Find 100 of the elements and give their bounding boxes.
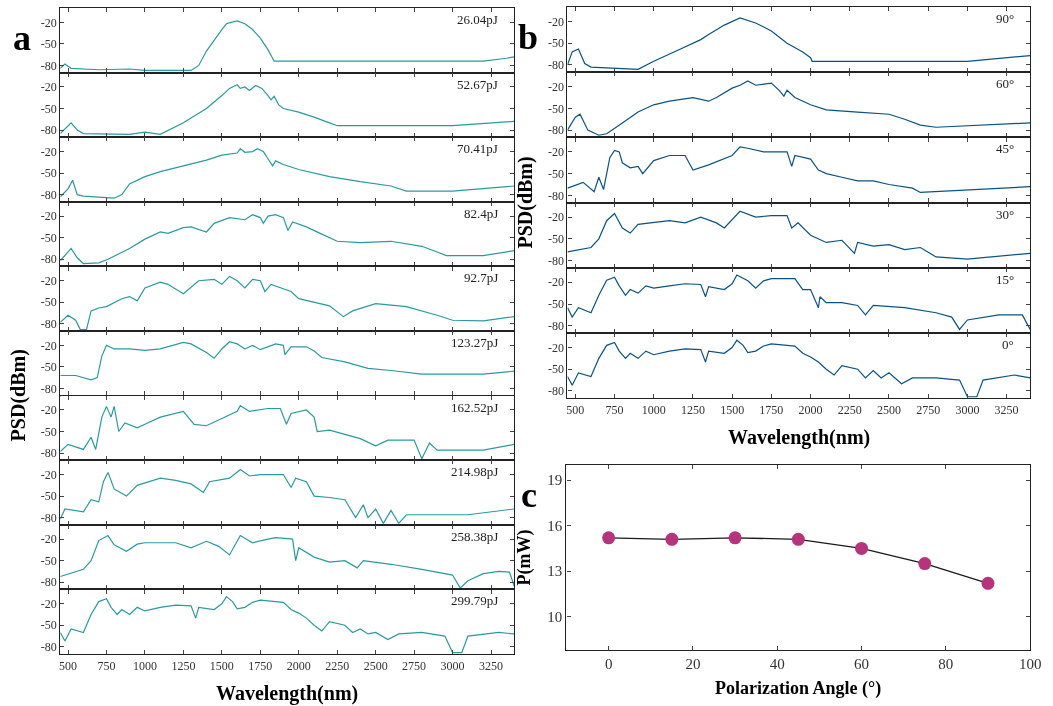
y-tick-label: 13 — [547, 563, 563, 580]
line-series — [60, 595, 515, 654]
y-tick-label: -50 — [40, 424, 57, 439]
y-tick-label: -50 — [40, 230, 57, 245]
y-tick-label: -20 — [40, 532, 57, 547]
y-tick-label: -20 — [40, 144, 57, 159]
y-tick-label: -50 — [40, 37, 57, 52]
y-tick-label: -20 — [40, 403, 57, 418]
x-axis-title: Polarization Angle (°) — [715, 678, 882, 699]
y-tick-label: -80 — [40, 446, 57, 461]
x-tick-label: 2750 — [402, 658, 427, 673]
chart-title: a — [13, 18, 31, 58]
y-tick-label: -20 — [40, 209, 57, 224]
y-tick-label: -80 — [40, 317, 57, 332]
x-tick-label: 750 — [605, 402, 624, 417]
annotation: 90° — [996, 11, 1015, 26]
x-tick-label: 2250 — [837, 402, 862, 417]
annotation: 15° — [996, 272, 1015, 287]
x-tick-label: 40 — [769, 656, 785, 673]
x-tick-label: 2000 — [286, 658, 311, 673]
x-tick-label: 2500 — [876, 402, 901, 417]
annotation: 52.67pJ — [457, 77, 498, 92]
line-series — [60, 405, 515, 460]
y-tick-label: -80 — [40, 58, 57, 73]
y-tick-label: -50 — [40, 101, 57, 116]
y-tick-label: -20 — [547, 210, 564, 225]
chart-title: c — [521, 475, 537, 515]
line-series — [567, 210, 1031, 260]
annotation: 258.38pJ — [451, 529, 499, 544]
y-tick-label: -80 — [40, 575, 57, 590]
chart-title: b — [518, 17, 539, 57]
y-axis-title: PSD(dBm) — [514, 156, 538, 249]
x-tick-label: 750 — [97, 658, 116, 673]
x-tick-label: 0 — [604, 656, 613, 673]
y-tick-label: -50 — [40, 295, 57, 310]
x-tick-label: 1750 — [248, 658, 273, 673]
x-axis-title: Wavelength(nm) — [728, 426, 871, 449]
x-tick-label: 80 — [938, 656, 954, 673]
x-tick-label: 60 — [854, 656, 870, 673]
y-tick-label: -20 — [40, 15, 57, 30]
x-tick-label: 2750 — [916, 402, 941, 417]
y-tick-label: 19 — [547, 472, 563, 489]
y-tick-label: -20 — [40, 80, 57, 95]
y-tick-label: -80 — [40, 252, 57, 267]
y-tick-label: -80 — [40, 510, 57, 525]
y-tick-label: -20 — [547, 275, 564, 290]
y-tick-label: -20 — [547, 14, 564, 29]
y-tick-label: -50 — [40, 166, 57, 181]
point — [981, 576, 995, 590]
x-tick-label: 500 — [59, 658, 78, 673]
line-series — [567, 146, 1031, 194]
annotation: 0° — [1002, 337, 1014, 352]
x-tick-label: 500 — [566, 402, 585, 417]
x-tick-label: 1500 — [209, 658, 234, 673]
y-tick-label: -80 — [40, 640, 57, 655]
y-tick-label: -20 — [547, 340, 564, 355]
x-tick-label: 20 — [685, 656, 701, 673]
line-series — [60, 468, 515, 524]
annotation: 60° — [996, 76, 1015, 91]
annotation: 82.4pJ — [464, 206, 499, 221]
point — [855, 541, 869, 555]
line-series — [60, 275, 515, 331]
x-tick-label: 100 — [1018, 656, 1042, 673]
y-tick-label: 10 — [547, 608, 563, 625]
x-tick-label: 3000 — [440, 658, 465, 673]
y-tick-label: -80 — [547, 384, 564, 399]
x-tick-label: 1000 — [132, 658, 157, 673]
line-series — [567, 274, 1031, 330]
y-tick-label: -80 — [547, 58, 564, 73]
x-tick-label: 2250 — [325, 658, 350, 673]
annotation: 123.27pJ — [451, 335, 499, 350]
y-tick-label: -80 — [40, 381, 57, 396]
y-axis-title: P(mW) — [514, 529, 536, 586]
y-tick-label: -50 — [40, 360, 57, 375]
x-axis-title: Wavelength(nm) — [216, 682, 359, 705]
line-series — [567, 80, 1031, 136]
y-tick-label: -80 — [547, 123, 564, 138]
point — [918, 557, 932, 571]
y-tick-label: -20 — [40, 467, 57, 482]
annotation: 70.41pJ — [457, 141, 498, 156]
line-series — [60, 341, 515, 381]
line-series — [60, 534, 515, 589]
y-tick-label: -50 — [40, 489, 57, 504]
annotation: 214.98pJ — [451, 464, 499, 479]
y-tick-label: -80 — [40, 187, 57, 202]
annotation: 26.04pJ — [457, 12, 498, 27]
y-tick-label: -20 — [40, 596, 57, 611]
x-tick-label: 3250 — [479, 658, 504, 673]
annotation: 162.52pJ — [451, 400, 499, 415]
annotation: 45° — [996, 141, 1015, 156]
x-tick-label: 3000 — [955, 402, 980, 417]
x-tick-label: 1250 — [171, 658, 196, 673]
annotation: 92.7pJ — [464, 270, 499, 285]
point — [791, 532, 805, 546]
y-tick-label: -50 — [547, 297, 564, 312]
y-tick-label: -50 — [547, 101, 564, 116]
y-tick-label: -20 — [40, 273, 57, 288]
x-tick-label: 2000 — [798, 402, 823, 417]
line-series — [567, 17, 1031, 70]
y-tick-label: -50 — [547, 232, 564, 247]
